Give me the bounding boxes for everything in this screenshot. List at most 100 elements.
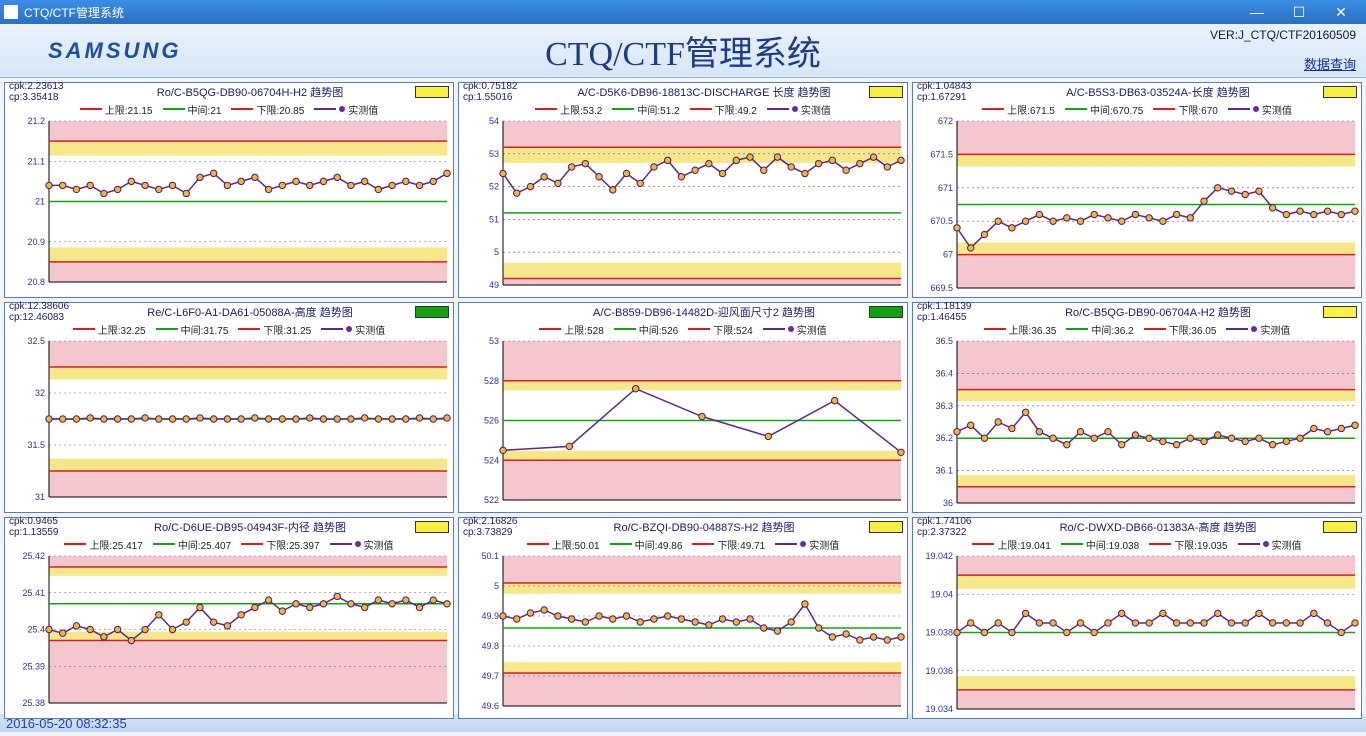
chart-title: A/C-B5S3-DB63-03524A-长度 趋势图 (997, 84, 1319, 100)
status-indicator (1323, 86, 1357, 98)
svg-text:528: 528 (484, 376, 499, 386)
chart-legend: 上限:25.417中间:25.407下限:25.397实测值 (5, 536, 453, 552)
svg-text:5: 5 (494, 247, 499, 257)
app-icon (4, 5, 18, 19)
maximize-button[interactable]: ☐ (1278, 0, 1320, 24)
svg-text:20.8: 20.8 (27, 277, 45, 287)
chart-panel: cpk:2.23613cp:3.35418Ro/C-B5QG-DB90-0670… (4, 82, 454, 298)
svg-text:524: 524 (484, 455, 499, 465)
chart-title: Ro/C-BZQI-DB90-04887S-H2 趋势图 (543, 519, 865, 535)
cpk-label: cpk:1.04843cp:1.67291 (917, 81, 997, 103)
svg-text:67: 67 (943, 250, 953, 260)
svg-text:670.5: 670.5 (930, 216, 953, 226)
close-button[interactable]: ✕ (1320, 0, 1362, 24)
svg-text:526: 526 (484, 416, 499, 426)
chart-legend: 上限:36.35中间:36.2下限:36.05实测值 (913, 321, 1361, 337)
chart-grid: cpk:2.23613cp:3.35418Ro/C-B5QG-DB90-0670… (0, 78, 1366, 714)
status-indicator (869, 521, 903, 533)
app-header: SAMSUNG CTQ/CTF管理系统 VER:J_CTQ/CTF2016050… (0, 24, 1366, 78)
chart-plot: 19.03419.03619.03819.0419.042 (913, 552, 1361, 718)
chart-plot: 25.38 25.39 25.4 25.41 25.42 (5, 552, 453, 718)
chart-panel: cpk:12.38606cp:12.46083Re/C-L6F0-A1-DA61… (4, 302, 454, 513)
svg-text:49: 49 (489, 280, 499, 290)
svg-text:53: 53 (489, 337, 499, 346)
window-title: CTQ/CTF管理系统 (24, 4, 124, 21)
svg-text:19.042: 19.042 (925, 552, 953, 561)
chart-plot: 3636.136.236.336.436.5 (913, 337, 1361, 512)
chart-panel: cpk:1.18139cp:1.46455Ro/C-B5QG-DB90-0670… (912, 302, 1362, 513)
chart-legend: 上限:50.01中间:49.86下限:49.71实测值 (459, 536, 907, 552)
chart-legend: 上限:671.5中间:670.75下限:670实测值 (913, 101, 1361, 117)
svg-text:36.4: 36.4 (935, 368, 953, 378)
svg-text:32: 32 (35, 388, 45, 398)
chart-title: Re/C-L6F0-A1-DA61-05088A-高度 趋势图 (89, 304, 411, 320)
window-titlebar: CTQ/CTF管理系统 — ☐ ✕ (0, 0, 1366, 24)
status-indicator (869, 86, 903, 98)
chart-panel: A/C-B859-DB96-14482D-迎风面尺寸2 趋势图上限:528中间:… (458, 302, 908, 513)
svg-text:25.42: 25.42 (22, 552, 45, 561)
chart-legend: 上限:19.041中间:19.038下限:19.035实测值 (913, 536, 1361, 552)
chart-plot: 49.649.749.849.9550.1 (459, 552, 907, 718)
cpk-label: cpk:12.38606cp:12.46083 (9, 301, 89, 323)
svg-text:52: 52 (489, 182, 499, 192)
svg-text:19.036: 19.036 (925, 666, 953, 676)
svg-text:20.9: 20.9 (27, 237, 45, 247)
chart-title: A/C-D5K6-DB96-18813C-DISCHARGE 长度 趋势图 (543, 84, 865, 100)
status-indicator (1323, 306, 1357, 318)
svg-text:21.1: 21.1 (27, 156, 45, 166)
cpk-label: cpk:2.16826cp:3.73829 (463, 516, 543, 538)
svg-text:671.5: 671.5 (930, 149, 953, 159)
chart-plot: 669.567670.5671671.5672 (913, 117, 1361, 297)
chart-panel: cpk:0.75182cp:1.55016A/C-D5K6-DB96-18813… (458, 82, 908, 298)
svg-text:522: 522 (484, 495, 499, 505)
chart-panel: cpk:2.16826cp:3.73829Ro/C-BZQI-DB90-0488… (458, 517, 908, 719)
svg-text:25.41: 25.41 (22, 588, 45, 598)
svg-text:25.4: 25.4 (27, 625, 45, 635)
svg-text:672: 672 (938, 117, 953, 126)
svg-text:49.7: 49.7 (481, 671, 499, 681)
chart-title: Ro/C-D6UE-DB95-04943F-内径 趋势图 (89, 519, 411, 535)
svg-text:36.2: 36.2 (935, 433, 953, 443)
svg-text:49.9: 49.9 (481, 611, 499, 621)
status-indicator (415, 306, 449, 318)
svg-text:31.5: 31.5 (27, 440, 45, 450)
svg-text:671: 671 (938, 183, 953, 193)
status-indicator (415, 521, 449, 533)
chart-panel: cpk:1.74106cp:2.37322Ro/C-DWXD-DB66-0138… (912, 517, 1362, 719)
svg-text:19.04: 19.04 (930, 589, 953, 599)
cpk-label: cpk:1.18139cp:1.46455 (917, 301, 997, 323)
svg-text:19.038: 19.038 (925, 628, 953, 638)
chart-legend: 上限:528中间:526下限:524实测值 (459, 321, 907, 337)
svg-text:54: 54 (489, 117, 499, 126)
chart-plot: 522 524 526 528 53 (459, 337, 907, 512)
chart-legend: 上限:21.15中间:21下限:20.85实测值 (5, 101, 453, 117)
svg-text:51: 51 (489, 214, 499, 224)
chart-title: Ro/C-DWXD-DB66-01383A-高度 趋势图 (997, 519, 1319, 535)
svg-text:25.38: 25.38 (22, 698, 45, 708)
chart-title: A/C-B859-DB96-14482D-迎风面尺寸2 趋势图 (543, 304, 865, 320)
svg-text:49.6: 49.6 (481, 701, 499, 711)
brand-logo: SAMSUNG (48, 38, 181, 64)
svg-text:21.2: 21.2 (27, 117, 45, 126)
chart-panel: cpk:1.04843cp:1.67291A/C-B5S3-DB63-03524… (912, 82, 1362, 298)
chart-title: Ro/C-B5QG-DB90-06704H-H2 趋势图 (89, 84, 411, 100)
chart-legend: 上限:32.25中间:31.75下限:31.25实测值 (5, 321, 453, 337)
svg-text:36.3: 36.3 (935, 401, 953, 411)
svg-text:49.8: 49.8 (481, 641, 499, 651)
svg-text:32.5: 32.5 (27, 337, 45, 346)
svg-text:36.1: 36.1 (935, 466, 953, 476)
data-query-link[interactable]: 数据查询 (1304, 54, 1356, 73)
status-indicator (869, 306, 903, 318)
svg-text:21: 21 (35, 197, 45, 207)
cpk-label: cpk:0.75182cp:1.55016 (463, 81, 543, 103)
status-indicator (415, 86, 449, 98)
svg-text:53: 53 (489, 149, 499, 159)
svg-text:31: 31 (35, 492, 45, 502)
minimize-button[interactable]: — (1236, 0, 1278, 24)
cpk-label: cpk:0.9465cp:1.13559 (9, 516, 89, 538)
svg-text:25.39: 25.39 (22, 661, 45, 671)
svg-text:36.5: 36.5 (935, 337, 953, 346)
version-label: VER:J_CTQ/CTF20160509 (1210, 28, 1356, 42)
chart-plot: 20.8 20.9 21 21.1 21.2 (5, 117, 453, 297)
svg-text:5: 5 (494, 581, 499, 591)
